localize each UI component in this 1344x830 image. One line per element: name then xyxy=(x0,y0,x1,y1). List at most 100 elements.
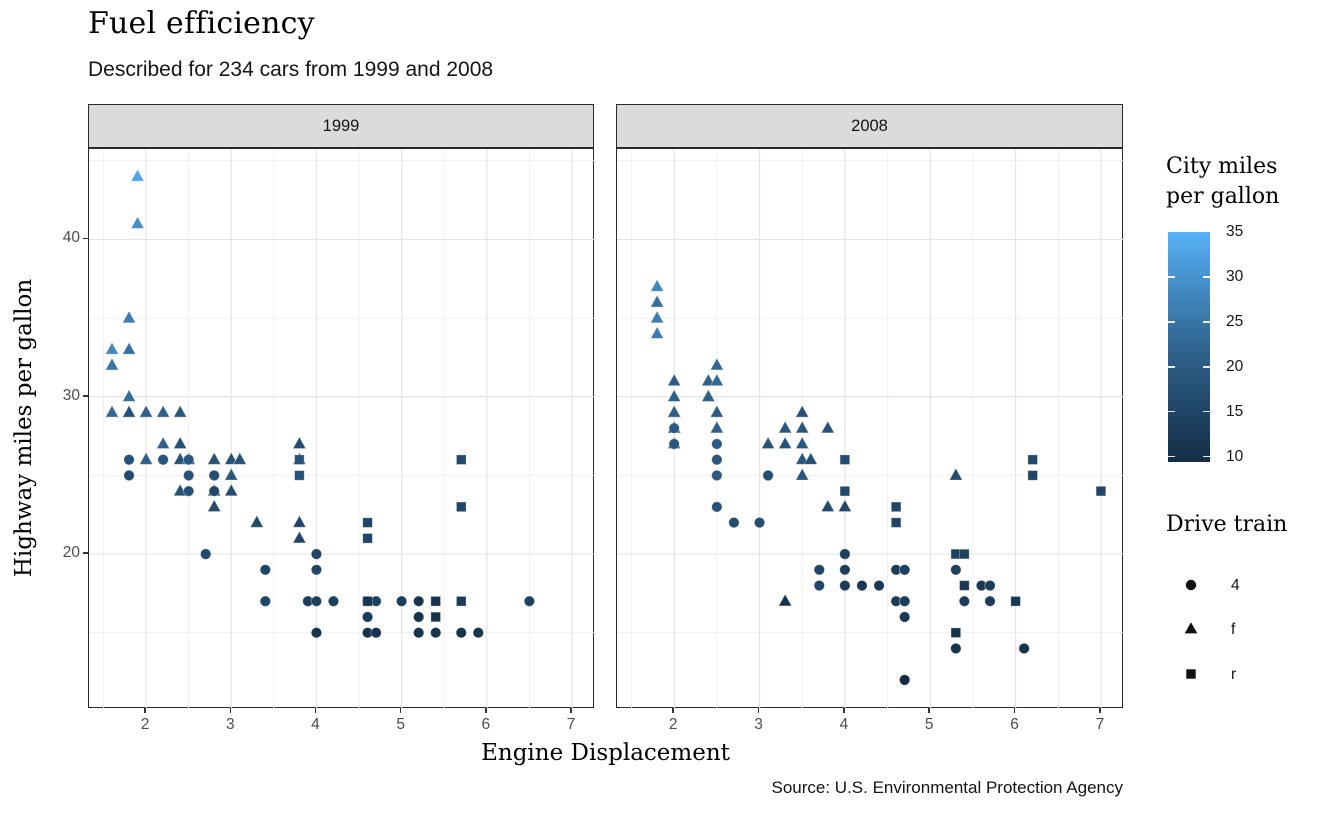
data-point-square xyxy=(456,596,467,607)
colorbar-tick-label: 10 xyxy=(1226,447,1244,465)
data-point-circle xyxy=(762,469,774,482)
data-point-circle xyxy=(899,595,911,607)
chart-title: Fuel efficiency xyxy=(88,6,315,41)
facet-panel-2008 xyxy=(616,148,1124,709)
data-point-circle xyxy=(200,548,212,560)
data-point-triangle xyxy=(778,420,793,434)
shape-legend-label-f: f xyxy=(1231,621,1236,638)
data-point-circle xyxy=(856,579,868,592)
data-point-triangle xyxy=(207,499,222,512)
data-point-triangle xyxy=(138,404,154,418)
y-tick-mark xyxy=(83,237,88,240)
data-point-triangle xyxy=(156,404,171,418)
colorbar-tick-mark xyxy=(1203,455,1210,458)
data-point-triangle xyxy=(667,373,682,387)
data-point-circle xyxy=(839,548,851,560)
data-point-circle xyxy=(668,422,680,434)
colorbar-tick-mark xyxy=(1168,410,1175,413)
colorbar-tick-label: 25 xyxy=(1226,312,1244,330)
data-point-square xyxy=(430,611,441,623)
data-point-square xyxy=(1010,596,1021,607)
y-axis-title: Highway miles per gallon xyxy=(11,278,37,578)
data-point-triangle xyxy=(249,514,264,528)
data-point-triangle xyxy=(709,404,724,418)
x-tick-label: 2 xyxy=(668,716,678,733)
x-tick-mark xyxy=(1013,708,1016,713)
y-tick-label: 30 xyxy=(62,386,80,404)
data-point-triangle xyxy=(709,357,724,371)
data-point-triangle xyxy=(795,467,810,481)
facet-plot-area-2008 xyxy=(617,149,1124,709)
data-point-circle xyxy=(958,595,970,607)
shape-legend-label-r: r xyxy=(1231,666,1237,683)
data-point-circle xyxy=(183,469,195,482)
data-point-triangle xyxy=(667,388,682,402)
data-point-circle xyxy=(813,579,825,592)
data-point-triangle xyxy=(948,467,963,481)
data-point-square xyxy=(1027,454,1038,465)
data-point-circle xyxy=(984,579,996,592)
colorbar-tick-mark xyxy=(1203,365,1210,368)
data-point-circle xyxy=(413,595,425,607)
data-point-circle xyxy=(523,595,536,607)
facet-strip-2008: 2008 xyxy=(616,104,1123,148)
data-point-triangle xyxy=(820,499,835,512)
data-point-triangle xyxy=(156,436,171,449)
shape-legend-title: Drive train xyxy=(1166,512,1288,537)
x-tick-label: 6 xyxy=(1010,716,1019,733)
data-point-triangle xyxy=(803,451,818,465)
data-point-circle xyxy=(310,564,323,576)
shape-legend-key-r xyxy=(1179,662,1203,686)
square-legend-glyph xyxy=(1186,669,1196,679)
data-point-circle xyxy=(711,501,723,513)
data-point-circle xyxy=(370,627,382,639)
data-point-square xyxy=(430,596,441,607)
x-tick-mark xyxy=(672,708,674,713)
data-point-circle xyxy=(899,674,911,686)
triangle-legend-glyph xyxy=(1184,622,1198,634)
colorbar-tick-mark xyxy=(1203,321,1210,323)
data-point-circle xyxy=(123,454,135,466)
data-point-triangle xyxy=(650,294,665,308)
data-point-circle xyxy=(873,579,885,592)
data-point-triangle xyxy=(760,436,776,449)
data-point-triangle xyxy=(292,436,307,449)
data-point-circle xyxy=(430,627,442,639)
shape-legend-key-4 xyxy=(1179,573,1203,597)
data-point-circle xyxy=(208,469,220,482)
x-tick-label: 3 xyxy=(754,716,763,733)
data-point-circle xyxy=(950,642,962,655)
data-point-circle xyxy=(361,611,374,623)
data-point-triangle xyxy=(173,483,188,497)
data-point-triangle xyxy=(709,420,724,434)
data-point-triangle xyxy=(173,436,188,449)
shape-legend-key-f xyxy=(1179,617,1203,641)
data-point-triangle xyxy=(701,373,716,387)
data-point-circle xyxy=(711,469,723,482)
data-point-triangle xyxy=(224,483,239,497)
data-point-square xyxy=(294,454,305,465)
data-point-circle xyxy=(728,516,740,529)
x-tick-label: 4 xyxy=(839,716,849,733)
data-point-circle xyxy=(839,564,851,576)
data-point-triangle xyxy=(130,168,145,182)
x-tick-label: 3 xyxy=(225,716,235,733)
data-point-circle xyxy=(711,438,723,450)
data-point-triangle xyxy=(121,341,137,355)
circle-legend-glyph xyxy=(1185,579,1197,591)
colorbar-tick-mark xyxy=(1203,410,1210,413)
chart-subtitle: Described for 234 cars from 1999 and 200… xyxy=(88,58,494,81)
data-point-circle xyxy=(413,611,425,623)
colorbar-gradient xyxy=(1168,232,1210,462)
data-point-circle xyxy=(310,548,323,560)
colorbar-legend-title: City miles per gallon xyxy=(1166,152,1279,212)
colorbar-tick-mark xyxy=(1168,276,1175,278)
data-point-triangle xyxy=(292,514,307,528)
data-point-triangle xyxy=(709,373,724,387)
x-axis-title: Engine Displacement xyxy=(481,740,730,766)
facet-plot-area-1999 xyxy=(89,149,595,709)
data-point-circle xyxy=(123,469,135,482)
data-point-circle xyxy=(472,627,484,639)
chart-caption: Source: U.S. Environmental Protection Ag… xyxy=(771,778,1123,797)
